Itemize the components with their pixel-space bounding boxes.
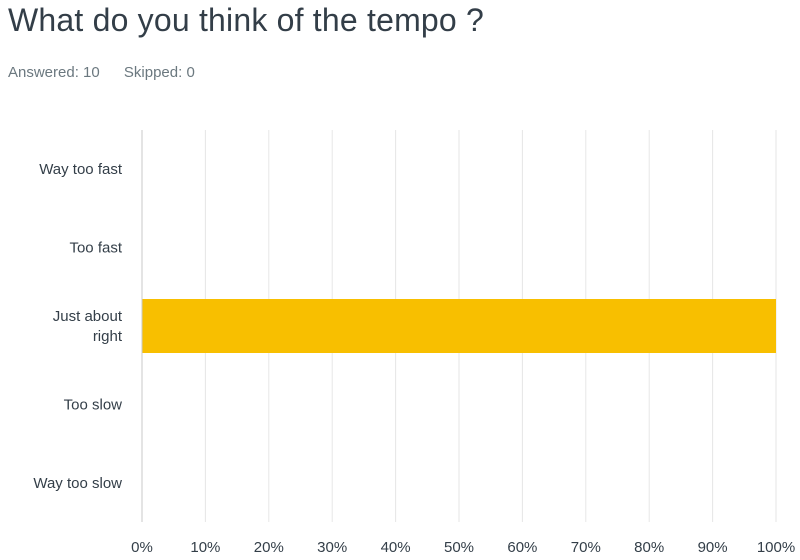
x-tick-label: 90% xyxy=(698,539,728,556)
category-label: Way too slow xyxy=(33,475,122,492)
bar xyxy=(142,299,776,353)
x-tick-label: 40% xyxy=(381,539,411,556)
x-tick-label: 100% xyxy=(757,539,795,556)
category-label: Too fast xyxy=(69,240,122,257)
category-label: Too slow xyxy=(64,396,123,413)
category-label: Way too fast xyxy=(39,161,123,178)
x-tick-label: 80% xyxy=(634,539,664,556)
x-tick-label: 50% xyxy=(444,539,474,556)
category-label: Just about right xyxy=(53,308,123,345)
skipped-count: Skipped: 0 xyxy=(123,64,195,81)
bars xyxy=(142,299,776,353)
answered-count: Answered: 10 xyxy=(8,64,100,81)
response-stats: Answered: 10 Skipped: 0 xyxy=(8,64,215,81)
x-tick-label: 10% xyxy=(190,539,220,556)
x-tick-label: 70% xyxy=(571,539,601,556)
tick-labels: 0% 10% 20% 30% 40% 50% 60% 70% 80% 90% 100% xyxy=(131,539,795,556)
category-labels: Way too fast Too fast Just about right Too s… xyxy=(33,161,122,492)
question-title: What do you think of the tempo ? xyxy=(8,2,485,38)
x-tick-label: 30% xyxy=(317,539,347,556)
x-tick-label: 20% xyxy=(254,539,284,556)
x-tick-label: 0% xyxy=(131,539,153,556)
x-tick-label: 60% xyxy=(507,539,537,556)
